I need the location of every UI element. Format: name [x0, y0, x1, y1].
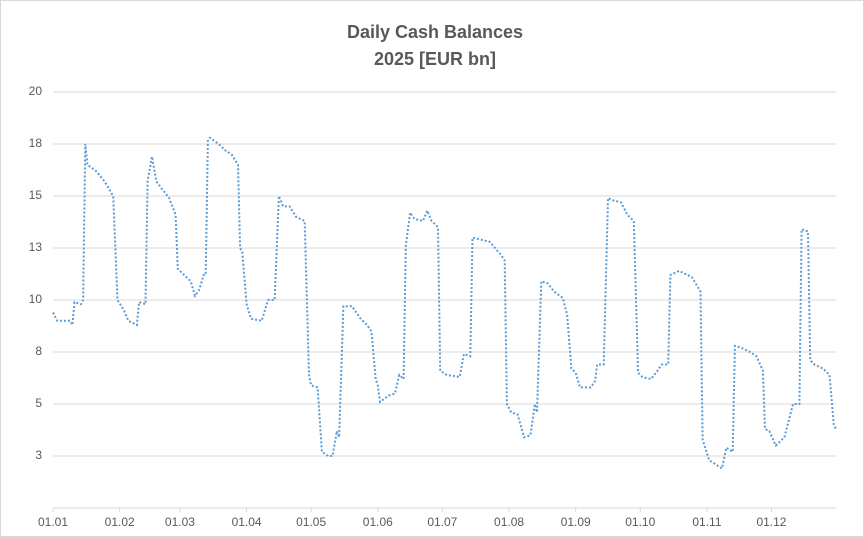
- x-tick-label: 01.06: [363, 515, 393, 529]
- y-tick-label: 5: [35, 396, 42, 410]
- x-tick-label: 01.03: [165, 515, 195, 529]
- x-tick-label: 01.11: [692, 515, 721, 529]
- y-tick-label: 13: [29, 240, 43, 254]
- x-tick-label: 01.01: [38, 515, 68, 529]
- x-tick-label: 01.05: [296, 515, 326, 529]
- chart-title: Daily Cash Balances: [347, 22, 523, 42]
- x-tick-label: 01.09: [561, 515, 591, 529]
- y-tick-label: 20: [29, 84, 43, 98]
- y-tick-label: 10: [29, 292, 43, 306]
- y-tick-label: 18: [29, 136, 43, 150]
- x-tick-label: 01.04: [232, 515, 262, 529]
- x-tick-label: 01.08: [494, 515, 524, 529]
- y-tick-label: 15: [29, 188, 43, 202]
- chart-subtitle: 2025 [EUR bn]: [374, 49, 496, 69]
- data-line: [52, 136, 837, 471]
- x-tick-label: 01.10: [625, 515, 655, 529]
- x-tick-label: 01.07: [427, 515, 457, 529]
- y-tick-label: 3: [35, 448, 42, 462]
- x-tick-label: 01.02: [105, 515, 135, 529]
- x-tick-label: 01.12: [756, 515, 786, 529]
- y-tick-label: 8: [35, 344, 42, 358]
